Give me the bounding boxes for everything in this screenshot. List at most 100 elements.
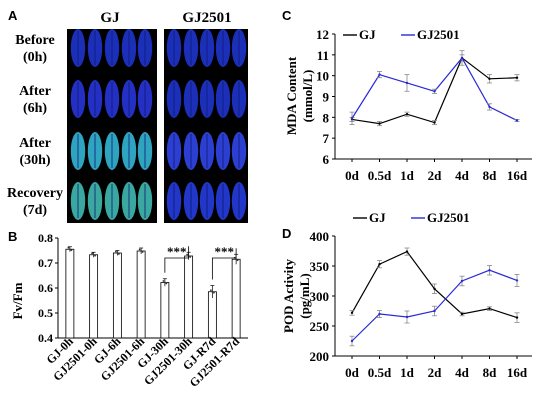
panel-c-ylabel-line1: MDA Content [284,56,299,135]
panel-d: D POD Activity (pg/mL) 200 250 300 350 400 0d… [281,210,532,380]
panel-b-letter: B [8,229,17,244]
b-bar-7 [231,258,241,339]
c-legend-label-0: GJ [359,27,376,42]
d-series-0-point-4 [460,312,464,316]
b-ytick-label-4: 0.8 [38,231,53,245]
b-point-3-2 [140,250,143,252]
b-bar-1 [89,254,99,339]
panel-c-letter: C [282,8,292,23]
c-ytick-label-5: 11 [317,48,329,63]
d-series-1-point-1 [378,312,381,316]
d-series-0-point-6 [515,316,519,319]
c-series-0-point-6 [515,76,519,79]
panel-d-ylabel-line1: POD Activity [281,258,296,333]
d-series-1-point-6 [515,279,519,282]
b-point-6-1 [212,291,215,294]
b-point-3-1 [141,251,144,253]
d-series-0-point-1 [378,263,381,266]
b-ytick-label-1: 0.5 [38,306,53,320]
b-point-7-2 [235,258,238,261]
c-series-1-point-6 [515,119,519,122]
d-series-0-point-0 [350,311,354,314]
b-sig-label-1: *** [215,244,235,259]
d-series-1-line [351,269,518,342]
b-point-7-1 [236,259,239,262]
c-series-1-point-5 [488,105,491,109]
c-ytick-label-4: 10 [316,69,329,84]
b-point-2-2 [116,252,119,254]
c-xtick-label-1: 0.5d [368,168,392,183]
d-xtick-label-5: 8d [483,365,498,380]
d-xtick-label-3: 2d [428,365,443,380]
b-point-2-0 [114,250,117,253]
b-point-4-1 [165,282,168,285]
c-series-0-point-1 [378,122,381,125]
row-label-3-line1: Recovery [7,186,63,201]
panel-a: A GJ GJ2501 Before (0h) After (6h) After (30h… [7,8,248,223]
c-xtick-label-0: 0d [345,168,360,183]
d-ytick-label-4: 400 [310,229,330,244]
b-point-5-0 [186,253,189,256]
b-point-4-0 [162,280,165,282]
c-xtick-label-2: 1d [400,168,415,183]
d-series-1-point-2 [405,315,409,319]
row-label-1-line1: After [19,84,51,99]
b-point-0-2 [68,248,71,251]
b-point-4-2 [163,281,166,284]
b-point-6-0 [209,289,212,292]
panel-b-ylabel: Fv/Fm [10,282,25,319]
b-bar-4 [160,282,170,339]
b-point-1-1 [94,254,97,257]
d-xtick-label-6: 16d [507,365,528,380]
c-series-1-point-1 [378,73,381,76]
c-series-0-point-3 [433,121,436,124]
b-ytick-label-2: 0.6 [38,281,53,295]
d-legend-label-1: GJ2501 [427,210,470,225]
b-point-1-0 [91,252,94,255]
b-point-2-1 [117,253,120,255]
b-bar-0 [65,248,75,339]
row-label-0-line1: Before [15,33,54,48]
c-ytick-label-2: 8 [323,110,330,125]
d-series-0-point-3 [433,287,436,290]
d-xtick-label-0: 0d [345,365,360,380]
d-series-0-point-5 [488,307,491,310]
b-sig-label-0: *** [167,244,187,259]
column-label-gj: GJ [100,10,120,26]
row-label-1-line2: (6h) [23,101,47,116]
c-xtick-label-5: 8d [483,168,498,183]
b-ytick-label-3: 0.7 [38,256,53,270]
c-series-1-point-0 [350,117,354,120]
c-series-1-point-3 [433,90,436,93]
c-ytick-label-1: 7 [323,131,330,146]
panel-c: C MDA Content (mmol/L) 6 7 8 9 10 11 12 0d 0.5d 1… [282,8,532,183]
b-bar-6 [207,291,217,339]
row-label-3-line2: (7d) [23,203,47,218]
b-point-3-0 [138,248,141,251]
d-series-1-point-0 [350,339,354,343]
row-label-2-line2: (30h) [19,153,50,168]
d-xtick-label-2: 1d [400,365,415,380]
panel-a-letter: A [8,8,18,23]
d-xtick-label-4: 4d [455,365,470,380]
column-label-gj2501: GJ2501 [182,10,231,26]
panel-d-letter: D [282,226,291,241]
c-series-0-point-2 [405,113,409,116]
d-ytick-label-0: 200 [310,349,330,364]
d-ytick-label-2: 300 [310,289,330,304]
panel-b: B Fv/Fm 0.40.50.60.70.8GJ-0hGJ2501-0hGJ-… [8,229,248,390]
row-label-0-line2: (0h) [23,50,47,65]
c-ytick-label-6: 12 [316,27,329,42]
c-xtick-label-6: 16d [507,168,528,183]
c-series-1-point-2 [405,81,409,85]
panel-c-ylabel-line2: (mmol/L) [300,70,315,123]
b-bar-3 [136,250,146,339]
c-legend-label-1: GJ2501 [417,27,460,42]
b-ytick-label-0: 0.4 [38,331,53,345]
b-point-1-2 [92,253,95,256]
c-xtick-label-4: 4d [455,168,470,183]
b-point-6-2 [211,290,214,293]
b-point-0-0 [67,246,70,249]
d-series-1-point-3 [433,309,436,313]
